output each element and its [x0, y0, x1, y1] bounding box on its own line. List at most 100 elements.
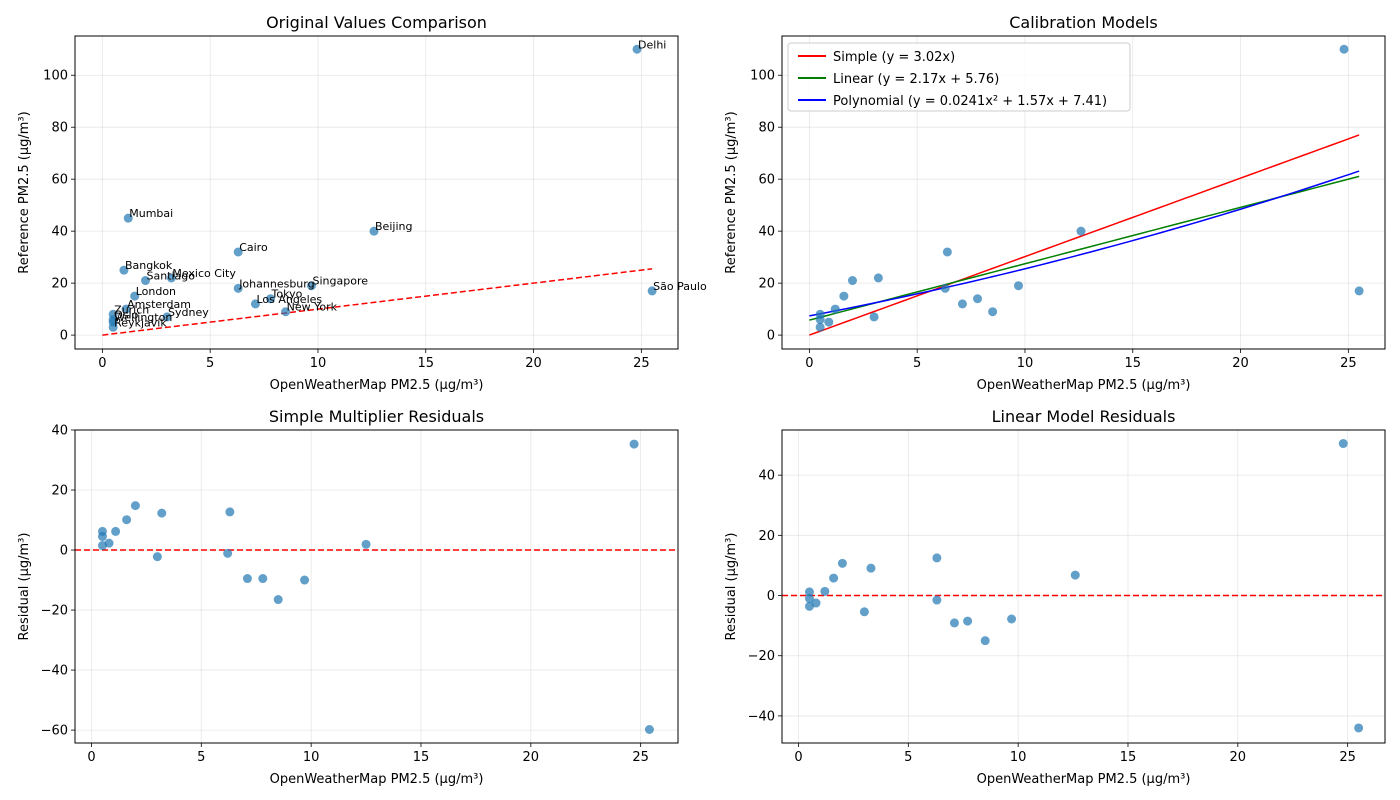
x-tick-label: 15 [1120, 750, 1137, 765]
chart-title: Calibration Models [1009, 13, 1158, 32]
city-label: Johannesburg [238, 277, 314, 290]
chart-title: Original Values Comparison [266, 13, 487, 32]
data-point [973, 294, 983, 304]
y-tick-label: −20 [748, 649, 775, 664]
data-point [957, 299, 967, 309]
y-tick-label: −20 [41, 604, 68, 619]
x-tick-label: 0 [805, 356, 813, 371]
city-label: Oslo [114, 309, 138, 322]
city-label: Amsterdam [127, 298, 191, 311]
y-axis-title: Reference PM2.5 (µg/m³) [17, 111, 32, 273]
axes-frame [781, 35, 1386, 350]
y-axis-title: Residual (µg/m³) [17, 533, 32, 641]
data-point [804, 587, 814, 597]
x-axis-title: OpenWeatherMap PM2.5 (µg/m³) [977, 378, 1191, 393]
y-tick-label: 60 [51, 173, 68, 188]
x-tick-label: 0 [98, 356, 106, 371]
data-point [130, 291, 140, 301]
data-point [1354, 723, 1364, 733]
model-line-poly [809, 170, 1360, 317]
chart-title: Linear Model Residuals [992, 407, 1176, 426]
data-point [824, 317, 834, 327]
y-tick-label: 40 [51, 424, 68, 439]
city-label: Delhi [638, 38, 666, 51]
data-point [152, 552, 162, 562]
axes-frame [74, 429, 679, 744]
city-label: Beijing [375, 220, 412, 233]
data-point [223, 548, 233, 558]
chart-title: Simple Multiplier Residuals [269, 407, 484, 426]
data-point [804, 594, 814, 604]
x-tick-label: 10 [303, 750, 320, 765]
x-tick-label: 0 [87, 750, 95, 765]
data-point [932, 595, 942, 605]
x-tick-label: 25 [632, 750, 649, 765]
data-point [829, 573, 839, 583]
data-point [130, 501, 140, 511]
x-tick-label: 5 [197, 750, 205, 765]
data-point [122, 515, 132, 525]
city-label: Mexico City [172, 267, 236, 280]
axes-frame [74, 35, 679, 350]
data-point [859, 607, 869, 617]
data-point [119, 265, 129, 275]
data-point [97, 532, 107, 542]
x-tick-label: 25 [633, 356, 650, 371]
chart-panel-4: 0 5 10 15 20 25 −40 −20 0 20 40 Linear Model Residu… [724, 407, 1386, 787]
data-point [873, 273, 883, 283]
y-tick-label: −40 [748, 709, 775, 724]
x-tick-label: 10 [1017, 356, 1034, 371]
data-point [869, 312, 879, 322]
x-tick-label: 20 [523, 750, 540, 765]
data-point [281, 307, 291, 317]
data-point [250, 299, 260, 309]
x-tick-label: 25 [1339, 750, 1356, 765]
data-point [1354, 286, 1364, 296]
data-point [830, 304, 840, 314]
data-point [647, 286, 657, 296]
data-point [932, 553, 942, 563]
data-point [233, 247, 243, 257]
data-point [369, 226, 379, 236]
y-tick-label: 80 [758, 121, 775, 136]
data-point [225, 507, 235, 517]
y-tick-label: 0 [60, 329, 68, 344]
x-tick-label: 10 [1010, 750, 1027, 765]
data-point [940, 283, 950, 293]
city-label: Sydney [168, 306, 209, 319]
data-point [1014, 281, 1024, 291]
y-tick-label: 40 [758, 225, 775, 240]
x-tick-label: 5 [904, 750, 912, 765]
data-point [980, 636, 990, 646]
data-point [988, 307, 998, 317]
data-point [629, 439, 639, 449]
data-point [361, 539, 371, 549]
chart-panel-1: 0 5 10 15 20 25 0 20 40 60 80 100 Delhi Mumbai Beijing… [17, 13, 707, 393]
y-tick-label: −40 [41, 664, 68, 679]
y-tick-label: 40 [758, 469, 775, 484]
data-point [1339, 44, 1349, 54]
data-point [815, 315, 825, 325]
data-point [233, 283, 243, 293]
data-point [140, 276, 150, 286]
data-point [242, 574, 252, 584]
data-point [258, 574, 268, 584]
x-tick-label: 20 [1230, 750, 1247, 765]
data-point [837, 558, 847, 568]
x-axis-title: OpenWeatherMap PM2.5 (µg/m³) [977, 772, 1191, 787]
x-tick-label: 15 [417, 356, 434, 371]
x-tick-label: 20 [1232, 356, 1249, 371]
data-point [273, 595, 283, 605]
data-point [632, 44, 642, 54]
data-point [111, 526, 121, 536]
data-point [847, 276, 857, 286]
city-label: Wellington [114, 311, 172, 324]
city-label: Bangkok [125, 259, 173, 272]
data-point [811, 598, 821, 608]
city-label: Santiago [146, 270, 195, 283]
data-point [1338, 439, 1348, 449]
data-point [963, 616, 973, 626]
data-point [157, 508, 167, 518]
data-point [108, 322, 118, 332]
legend-label: Polynomial (y = 0.0241x² + 1.57x + 7.41) [833, 94, 1107, 109]
